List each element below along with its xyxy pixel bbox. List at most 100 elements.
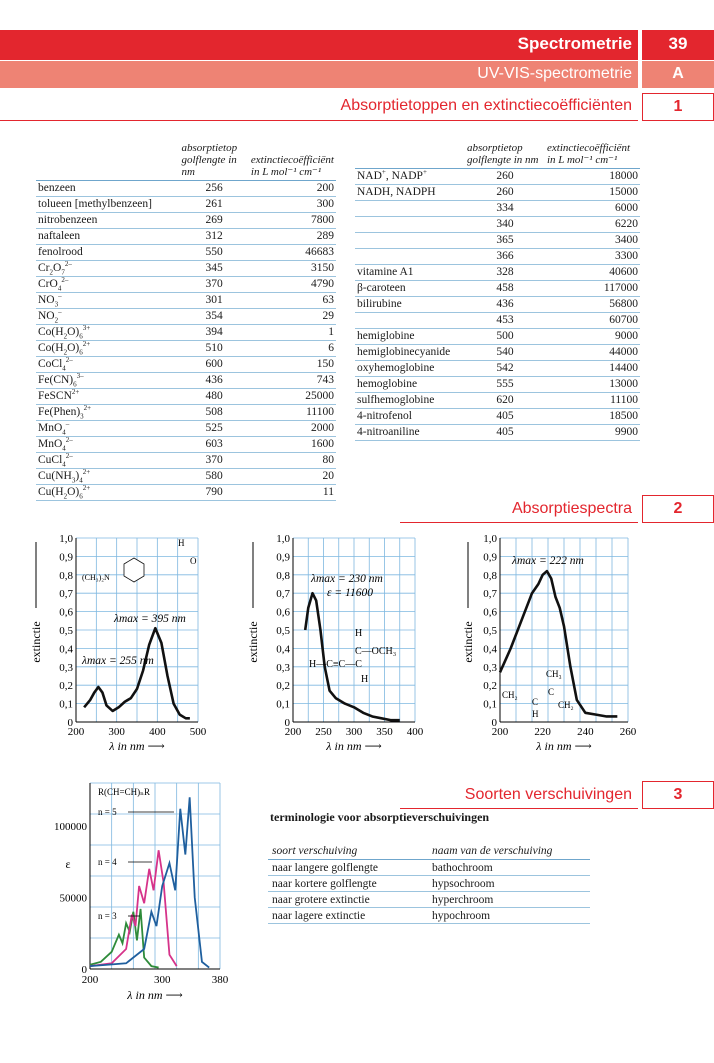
structure-label: H—C≡C—C <box>309 659 362 670</box>
structure-label: H <box>355 628 362 639</box>
peak-wavelength: 370 <box>179 452 249 469</box>
shift-name: hypochroom <box>428 907 590 924</box>
extinction-coefficient: 9000 <box>545 328 640 345</box>
compound-name: Cu(NH3)42+ <box>36 468 180 485</box>
compound-name: 4-nitrofenol <box>355 408 465 425</box>
compound-name <box>355 232 465 249</box>
table-row: MnO42– 603 1600 <box>36 436 336 453</box>
peak-wavelength: 480 <box>179 388 249 405</box>
peak-wavelength: 370 <box>179 276 249 293</box>
shift-terminology-table: soort verschuiving naam van de verschuiv… <box>268 843 590 924</box>
y-tick-label: 0,7 <box>483 588 497 600</box>
compound-name: naftaleen <box>36 228 180 245</box>
x-tick-label: 380 <box>212 974 229 986</box>
compound-name: benzeen <box>36 180 180 197</box>
shift-type: naar langere golflengte <box>268 859 428 876</box>
y-tick-label: 0,4 <box>276 643 290 655</box>
compound-name: CuCl42– <box>36 452 180 469</box>
table-row: naar kortere golflengte hypsochroom <box>268 875 590 892</box>
structure-label: C <box>532 697 538 707</box>
peak-wavelength: 345 <box>179 260 249 277</box>
y-tick-label: 0,1 <box>59 699 73 711</box>
compound-name <box>355 248 465 265</box>
extinction-coefficient: 150 <box>248 356 336 373</box>
peak-wavelength: 540 <box>465 344 545 361</box>
structure-label: C—OCH₃ <box>355 646 396 657</box>
x-tick-label: 200 <box>68 726 85 738</box>
x-tick-label: 300 <box>108 726 125 738</box>
section-2-title: Absorptiespectra <box>511 500 632 517</box>
shift-type: naar grotere extinctie <box>268 891 428 908</box>
extinction-coefficient: 14400 <box>545 360 640 377</box>
peak-wavelength: 334 <box>465 200 545 217</box>
peak-wavelength: 394 <box>179 324 249 341</box>
compound-name: Co(H2O)63+ <box>36 324 180 341</box>
compound-name: hemiglobinecyanide <box>355 344 465 361</box>
series-line-0 <box>83 626 190 720</box>
y-tick-label: 0,7 <box>276 588 290 600</box>
y-tick-label: 0,7 <box>59 588 73 600</box>
structure-label: H <box>178 538 185 548</box>
extinction-coefficient: 56800 <box>545 296 640 313</box>
extinction-coefficient: 6000 <box>545 200 640 217</box>
y-tick-label: 100000 <box>54 821 88 833</box>
y-tick-label: 0 <box>68 717 74 729</box>
y-tick-label: 0,3 <box>483 662 497 674</box>
compound-name <box>355 216 465 233</box>
extinction-coefficient: 7800 <box>248 212 336 229</box>
extinction-coefficient: 4790 <box>248 276 336 293</box>
compound-name: fenolrood <box>36 244 180 261</box>
annotation-lambda-255: λmax = 255 nm <box>81 655 154 667</box>
peak-wavelength: 453 <box>465 312 545 329</box>
annotation-lambda-395: λmax = 395 nm <box>113 613 186 625</box>
extinction-coefficient: 60700 <box>545 312 640 329</box>
col-header-ext-unit: in L mol⁻¹ cm⁻¹ <box>547 154 618 166</box>
table-row: NAD+, NADP+ 260 18000 <box>355 168 640 185</box>
table-row: fenolrood 550 46683 <box>36 244 336 261</box>
table-row: hemoglobine 555 13000 <box>355 376 640 393</box>
section-1-title: Absorptietoppen en extinctiecoëfficiënte… <box>340 97 632 114</box>
x-tick-label: 240 <box>577 726 594 738</box>
extinction-coefficient: 3150 <box>248 260 336 277</box>
peak-wavelength: 508 <box>179 404 249 421</box>
extinction-coefficient: 18500 <box>545 408 640 425</box>
table-row: 334 6000 <box>355 200 640 217</box>
compound-name <box>355 200 465 217</box>
peak-wavelength: 269 <box>179 212 249 229</box>
section-3-number: 3 <box>642 781 714 809</box>
peak-wavelength: 301 <box>179 292 249 309</box>
table-row: 340 6220 <box>355 216 640 233</box>
col-header-shift-name: naam van de verschuiving <box>428 843 590 860</box>
peak-wavelength: 365 <box>465 232 545 249</box>
y-tick-label: 0,9 <box>483 551 497 563</box>
y-tick-label: 0,2 <box>483 680 497 692</box>
x-tick-label: 400 <box>149 726 166 738</box>
table-row: naar langere golflengte bathochroom <box>268 859 590 876</box>
table-row: NO2– 354 29 <box>36 308 336 325</box>
x-tick-label: 200 <box>285 726 302 738</box>
table-row: Cu(H2O)62+ 790 11 <box>36 484 336 501</box>
extinction-coefficient: 3400 <box>545 232 640 249</box>
peak-wavelength: 620 <box>465 392 545 409</box>
y-tick-label: 0,9 <box>276 551 290 563</box>
extinction-coefficient: 6220 <box>545 216 640 233</box>
y-tick-label: 0,5 <box>59 625 73 637</box>
col-header-peak-unit: golflengte in nm <box>181 154 237 178</box>
extinction-coefficient: 300 <box>248 196 336 213</box>
y-tick-label: 0,1 <box>276 699 290 711</box>
extinction-coefficient: 1 <box>248 324 336 341</box>
table-row: hemiglobine 500 9000 <box>355 328 640 345</box>
x-tick-label: 250 <box>315 726 332 738</box>
y-tick-label: 0,4 <box>59 643 73 655</box>
table-row: Fe(Phen)32+ 508 11100 <box>36 404 336 421</box>
shift-table-title: terminologie voor absorptieverschuivinge… <box>270 810 490 824</box>
compound-name <box>355 312 465 329</box>
compound-name: Fe(CN)63– <box>36 372 180 389</box>
x-tick-label: 300 <box>346 726 363 738</box>
structure-label: H <box>361 674 368 685</box>
y-tick-label: 0,5 <box>483 625 497 637</box>
extinction-coefficient: 40600 <box>545 264 640 281</box>
shift-name: bathochroom <box>428 859 590 876</box>
extinction-coefficient: 11100 <box>248 404 336 421</box>
annotation-epsilon: ε = 11600 <box>327 587 373 599</box>
